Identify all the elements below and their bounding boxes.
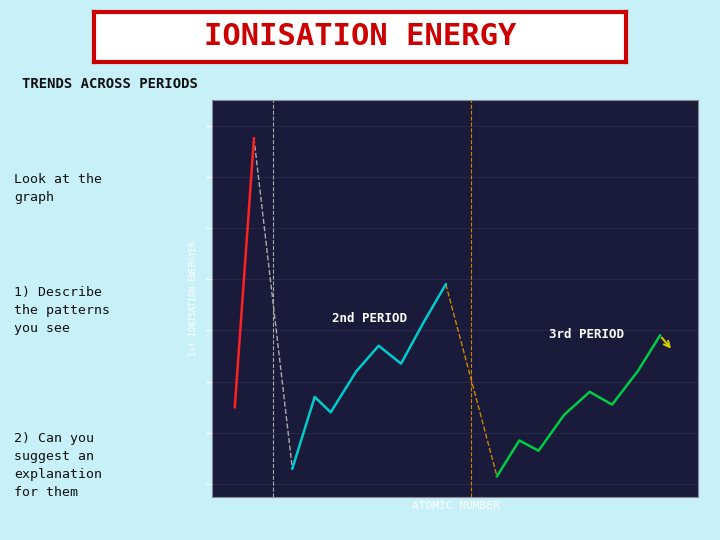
Text: IONISATION ENERGY: IONISATION ENERGY xyxy=(204,23,516,51)
X-axis label: ATOMIC NUMBER: ATOMIC NUMBER xyxy=(412,501,499,511)
Text: TRENDS ACROSS PERIODS: TRENDS ACROSS PERIODS xyxy=(22,77,197,91)
Y-axis label: 1st IONISATION ENERGYER: 1st IONISATION ENERGYER xyxy=(189,241,198,356)
Text: Look at the
graph: Look at the graph xyxy=(14,173,102,204)
Text: 2nd PERIOD: 2nd PERIOD xyxy=(332,312,407,325)
Text: 1) Describe
the patterns
you see: 1) Describe the patterns you see xyxy=(14,286,110,335)
Text: 2) Can you
suggest an
explanation
for them: 2) Can you suggest an explanation for th… xyxy=(14,432,102,499)
Text: 3rd PERIOD: 3rd PERIOD xyxy=(549,328,624,341)
